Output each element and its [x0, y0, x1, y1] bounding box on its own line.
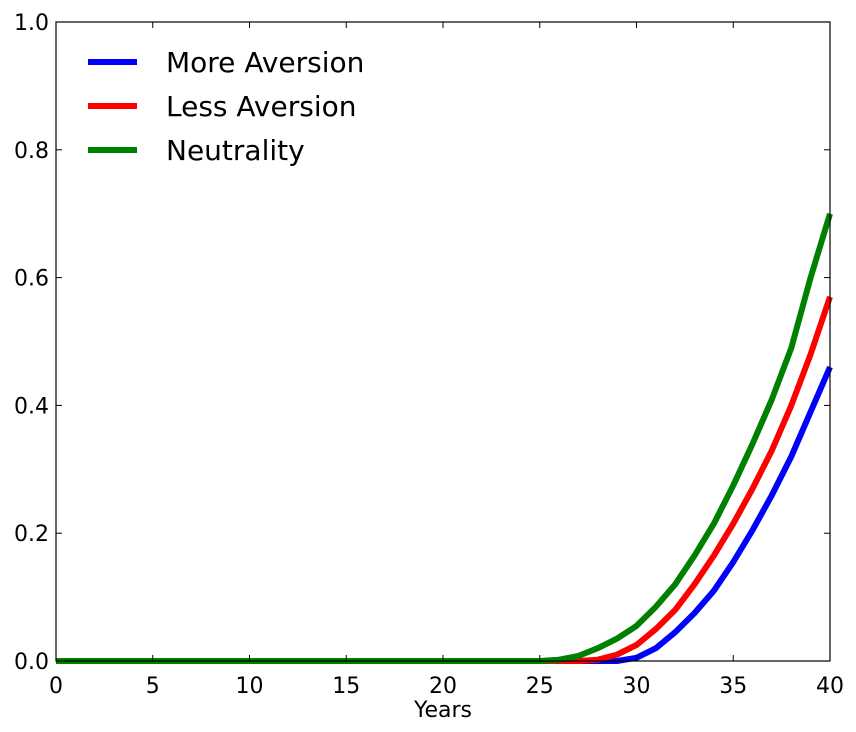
y-tick-label: 0.8 [14, 139, 49, 164]
y-tick-label: 0.2 [14, 522, 49, 547]
y-tick-label: 1.0 [14, 11, 49, 36]
x-tick-label: 0 [49, 674, 63, 699]
x-tick-label: 5 [146, 674, 160, 699]
x-axis-label: Years [413, 698, 472, 723]
y-tick-label: 0.0 [14, 650, 49, 675]
x-tick-label: 25 [526, 674, 554, 699]
x-tick-label: 15 [332, 674, 360, 699]
y-tick-label: 0.6 [14, 267, 49, 292]
legend-label-more-aversion: More Aversion [166, 46, 364, 79]
legend-label-less-aversion: Less Aversion [166, 90, 356, 123]
x-tick-label: 10 [236, 674, 264, 699]
x-tick-label: 35 [719, 674, 747, 699]
x-tick-label: 30 [623, 674, 651, 699]
legend-label-neutrality: Neutrality [166, 134, 305, 167]
x-tick-label: 40 [816, 674, 844, 699]
x-tick-label: 20 [429, 674, 457, 699]
y-tick-label: 0.4 [14, 394, 49, 419]
